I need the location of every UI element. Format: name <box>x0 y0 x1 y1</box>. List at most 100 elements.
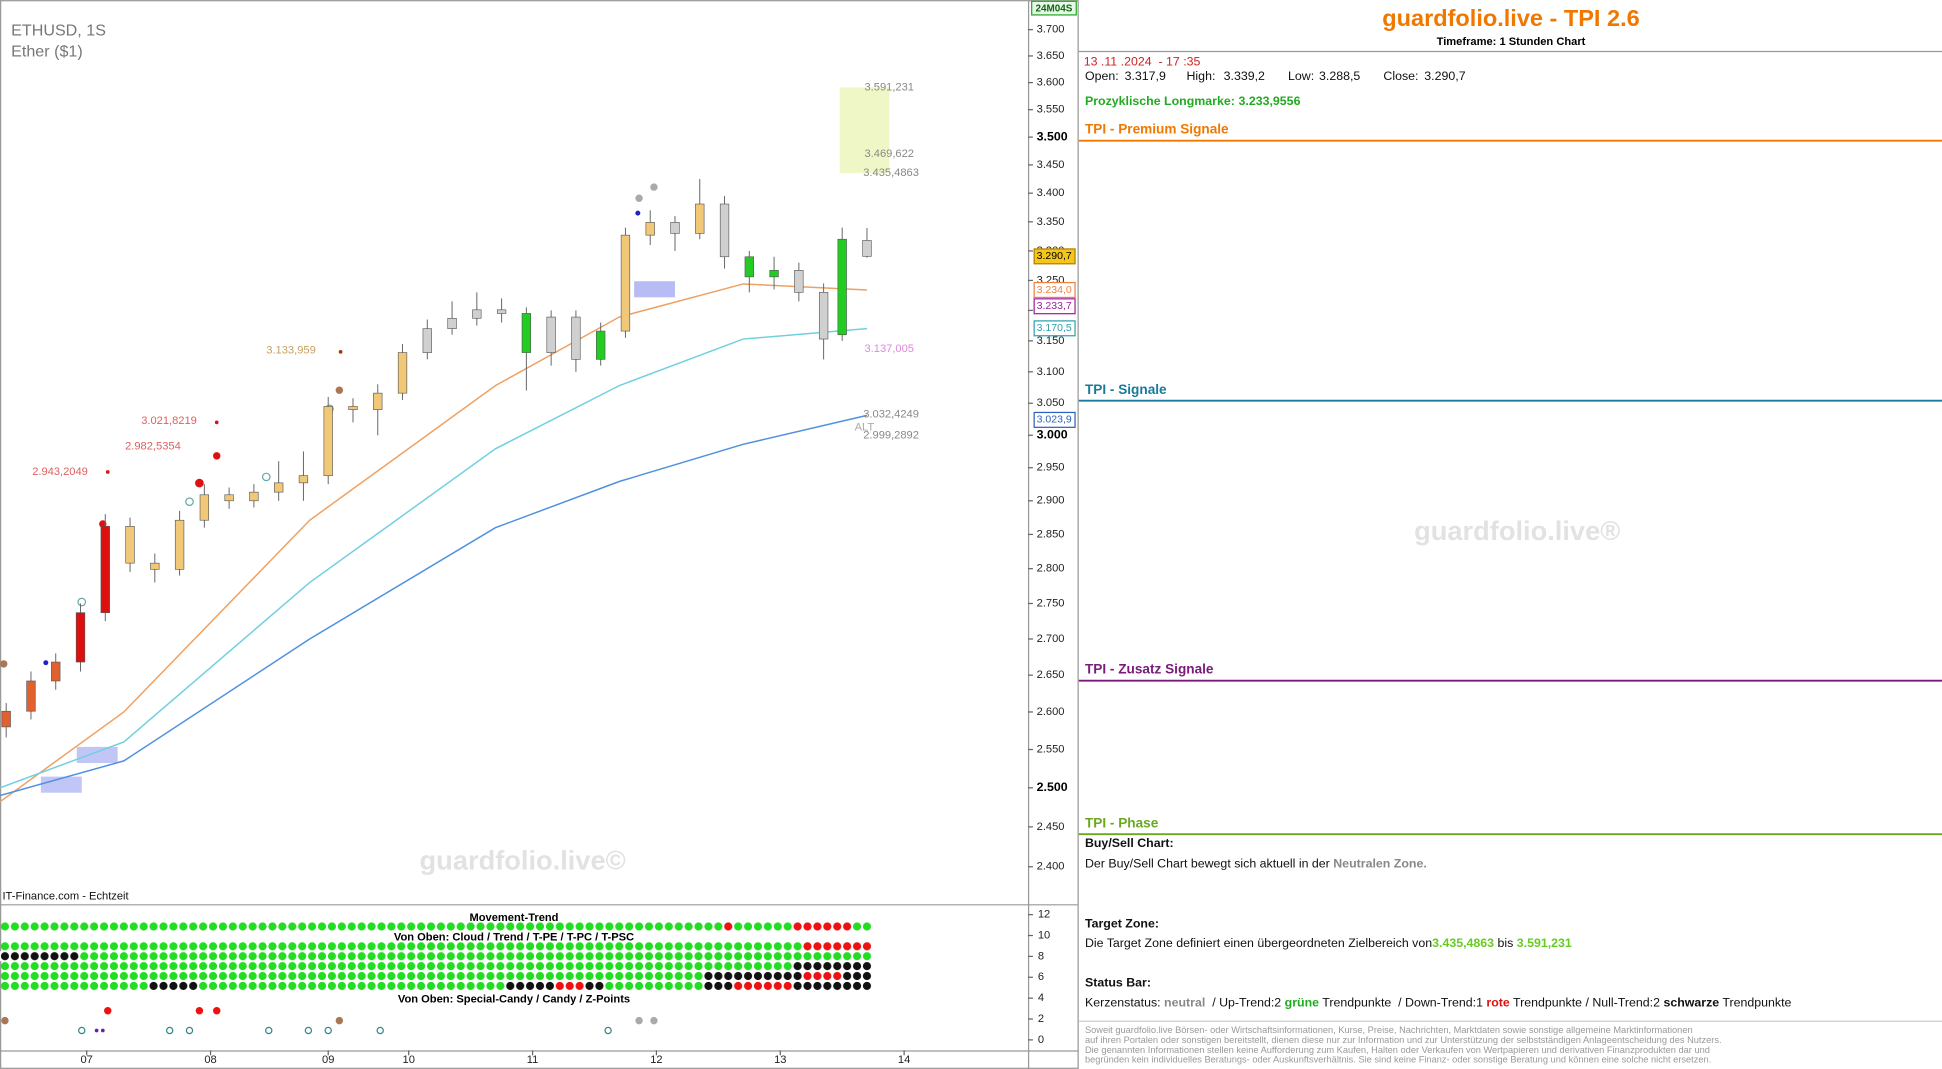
candle-body <box>695 203 705 234</box>
text: Trendpunkte / Down-Trend:1 <box>1319 996 1486 1010</box>
chart-subtitle: Ether ($1) <box>11 42 83 60</box>
candle-body <box>51 661 61 682</box>
signal-dots <box>0 183 658 668</box>
y-tick-label: 2.600 <box>1037 706 1065 718</box>
timer-box <box>1031 0 1077 16</box>
y-tick-label: 3.000 <box>1037 427 1068 441</box>
x-tick-label: 10 <box>403 1054 415 1066</box>
ohlc-label: Low: <box>1288 69 1314 83</box>
indicator-tick-label: 8 <box>1038 950 1044 962</box>
price-tag-label: 3.233,7 <box>1037 300 1072 312</box>
x-tick-label: 07 <box>81 1054 93 1066</box>
price-tag <box>1033 248 1076 265</box>
status-word: schwarze <box>1663 996 1719 1010</box>
moving-average <box>0 283 868 803</box>
buy-sell-text: Der Buy/Sell Chart bewegt sich aktuell i… <box>1085 857 1427 871</box>
y-tick-label: 3.100 <box>1037 366 1065 378</box>
candle-body <box>472 309 482 319</box>
y-tick-label: 3.650 <box>1037 50 1065 62</box>
y-tick-label: 2.400 <box>1037 861 1065 873</box>
candle-body <box>546 316 556 353</box>
candle-body <box>769 270 779 278</box>
ohlc-label: Open: <box>1085 69 1119 83</box>
candle-body <box>397 352 408 394</box>
candle-body <box>1 710 11 728</box>
target-zone <box>839 87 890 174</box>
candle-body <box>274 482 284 493</box>
ohlc-value: 3.288,5 <box>1319 69 1360 83</box>
y-tick-label: 2.750 <box>1037 597 1065 609</box>
candle-body <box>348 406 358 410</box>
y-tick-label: 3.500 <box>1037 129 1068 143</box>
y-tick-label: 2.650 <box>1037 669 1065 681</box>
source: IT-Finance.com - Echtzeit <box>2 891 129 903</box>
x-tick-label: 09 <box>322 1054 334 1066</box>
text: / Up-Trend:2 <box>1205 996 1284 1010</box>
chart-frame <box>0 0 1079 1069</box>
ohlc-value: 3.290,7 <box>1424 69 1465 83</box>
annotation: 3.137,005 <box>864 343 914 355</box>
indicator-title: Von Oben: Special-Candy / Candy / Z-Poin… <box>398 994 630 1006</box>
status-heading: Status Bar: <box>1085 976 1151 990</box>
ohlc-label: Close: <box>1383 69 1418 83</box>
disclaimer: begründen kein individuelles Beratungs- … <box>1085 1055 1711 1065</box>
target-to: 3.591,231 <box>1517 936 1572 950</box>
section-title: TPI - Signale <box>1085 382 1167 397</box>
candle-body <box>670 222 680 234</box>
annotation: 3.591,231 <box>864 81 914 93</box>
annotation: 3.469,622 <box>864 148 914 160</box>
candle-body <box>373 392 383 410</box>
y-tick-label: 3.350 <box>1037 216 1065 228</box>
target-text: Die Target Zone definiert einen übergeor… <box>1085 936 1572 950</box>
candle-body <box>818 292 829 340</box>
candle-body <box>596 330 606 360</box>
y-tick-label: 2.800 <box>1037 563 1065 575</box>
moving-average <box>0 414 868 797</box>
buy-sell-heading: Buy/Sell Chart: <box>1085 836 1174 850</box>
indicator-title: Movement-Trend <box>469 912 558 924</box>
candle-body <box>744 256 754 278</box>
annotation: 3.133,959 <box>266 345 315 357</box>
status-text: Kerzenstatus: neutral / Up-Trend:2 grüne… <box>1085 996 1792 1010</box>
indicator-tick-label: 12 <box>1038 909 1050 921</box>
indicator-tick-label: 6 <box>1038 971 1044 983</box>
candle-body <box>837 238 847 336</box>
y-tick-label: 2.900 <box>1037 495 1065 507</box>
ohlc-label: High: <box>1187 69 1216 83</box>
y-tick-label: 2.850 <box>1037 528 1065 540</box>
candle-body <box>125 525 135 564</box>
status-word: rote <box>1486 996 1509 1010</box>
target-heading: Target Zone: <box>1085 916 1159 930</box>
price-tag <box>1033 298 1076 315</box>
text: bis <box>1494 936 1517 950</box>
disclaimer: auf ihren Portalen oder sonstigen bereit… <box>1085 1035 1722 1045</box>
longmarke-label: Prozyklische Longmarke: <box>1085 94 1235 108</box>
indicator-tick-label: 2 <box>1038 1013 1044 1025</box>
section-title: TPI - Phase <box>1085 815 1159 830</box>
annotation: 3.021,8219 <box>141 415 197 427</box>
moving-average <box>0 327 868 789</box>
watermark: guardfolio.live© <box>420 844 626 875</box>
text: Kerzenstatus: <box>1085 996 1164 1010</box>
ohlc-value: 3.339,2 <box>1224 69 1265 83</box>
disclaimer: Die genannten Informationen stellen kein… <box>1085 1045 1710 1055</box>
candle-body <box>199 494 210 521</box>
candle-body <box>150 562 160 570</box>
price-tag-label: 3.234,0 <box>1037 284 1072 296</box>
target-from: 3.435,4863 <box>1432 936 1494 950</box>
text: Der Buy/Sell Chart bewegt sich aktuell i… <box>1085 857 1333 871</box>
y-tick-label: 2.450 <box>1037 821 1065 833</box>
text: Trendpunkte <box>1719 996 1791 1010</box>
chart-title: ETHUSD, 1S <box>11 21 106 39</box>
y-tick-label: 2.700 <box>1037 633 1065 645</box>
indicator-tick-label: 4 <box>1038 992 1044 1004</box>
x-tick-label: 08 <box>204 1054 216 1066</box>
disclaimer: Soweit guardfolio.live Börsen- oder Wirt… <box>1085 1025 1693 1035</box>
price-tag-label: 3.290,7 <box>1037 250 1072 262</box>
candle-body <box>719 203 730 258</box>
timeframe: Timeframe: 1 Stunden Chart <box>1437 36 1586 48</box>
candle-body <box>75 612 86 663</box>
price-tag-label: 3.023,9 <box>1037 414 1072 426</box>
x-tick-label: 12 <box>650 1054 662 1066</box>
